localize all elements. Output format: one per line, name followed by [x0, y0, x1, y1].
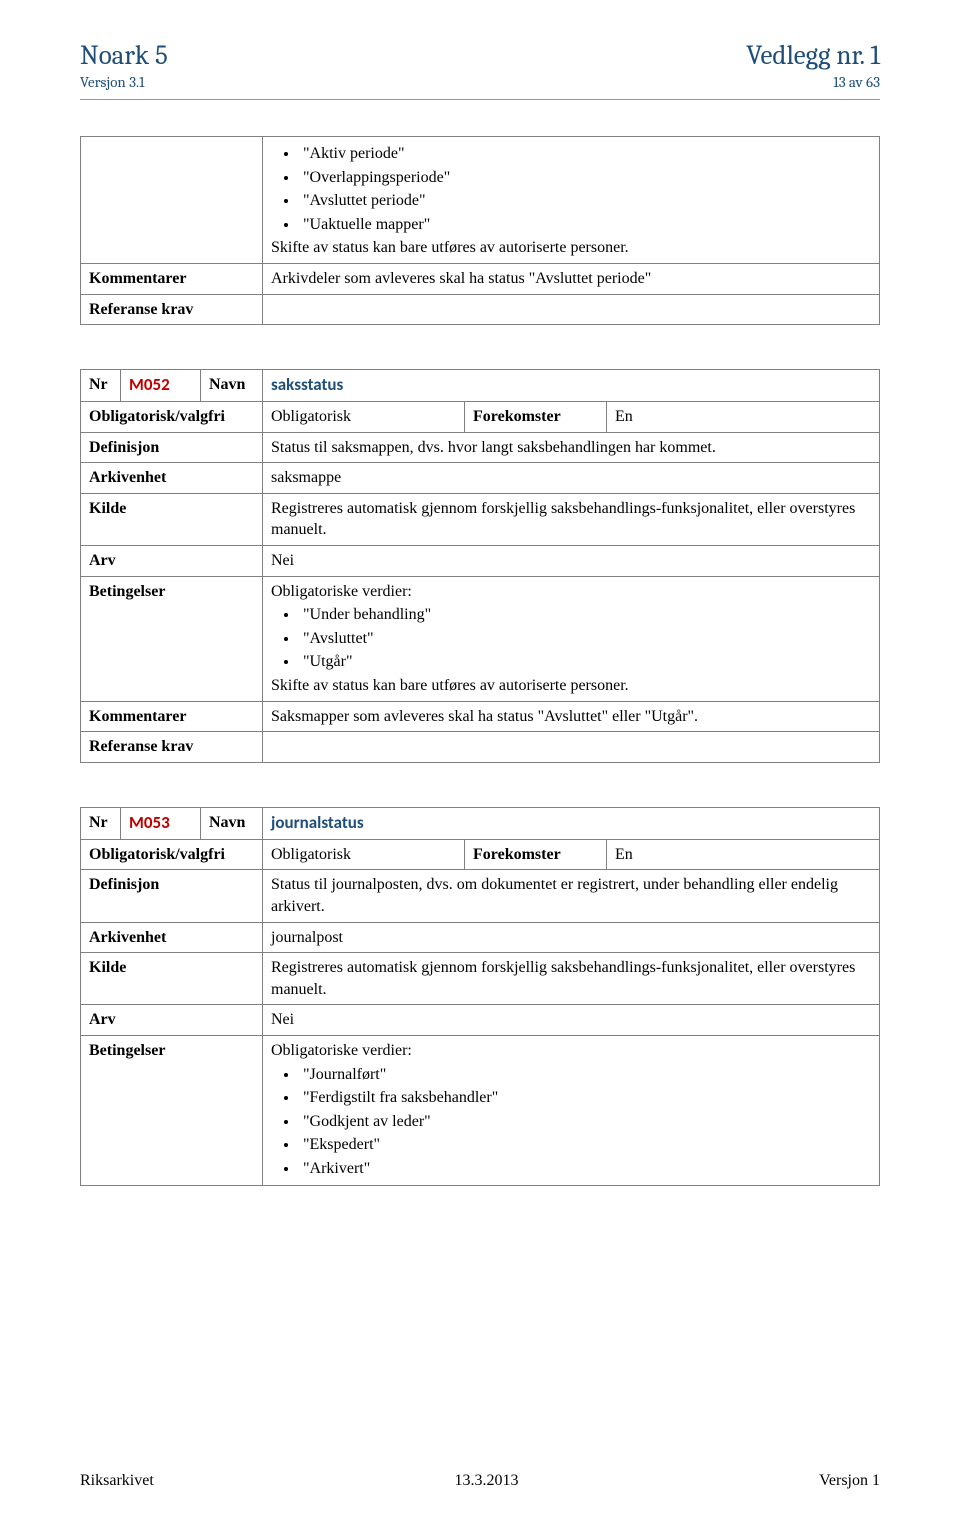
ov-label: Obligatorisk/valgfri	[81, 402, 263, 433]
table-row: Arkivenhet journalpost	[81, 922, 880, 953]
footer-right: Versjon 1	[819, 1472, 880, 1490]
list-item: "Avsluttet periode"	[299, 190, 871, 212]
page-number: 13 av 63	[833, 73, 880, 91]
doc-title-right: Vedlegg nr. 1	[746, 40, 880, 71]
ov-value: Obligatorisk	[263, 402, 465, 433]
cell-empty	[81, 137, 263, 264]
page-subheader: Versjon 3.1 13 av 63	[80, 73, 880, 91]
table-row: Arkivenhet saksmappe	[81, 463, 880, 494]
kom-value: Saksmapper som avleveres skal ha status …	[263, 701, 880, 732]
table-row: Kilde Registreres automatisk gjennom for…	[81, 953, 880, 1005]
ref-value	[263, 732, 880, 763]
name-value: saksstatus	[263, 370, 880, 402]
table-row: Definisjon Status til saksmappen, dvs. h…	[81, 432, 880, 463]
list-item: "Godkjent av leder"	[299, 1111, 871, 1133]
footer-left: Riksarkivet	[80, 1472, 154, 1490]
table-row: Kommentarer Arkivdeler som avleveres ska…	[81, 263, 880, 294]
footer-center: 13.3.2013	[454, 1472, 518, 1490]
def-value: Status til journalposten, dvs. om dokume…	[263, 870, 880, 922]
fk-value: En	[607, 402, 880, 433]
table-row: Referanse krav	[81, 732, 880, 763]
bullet-list: "Journalført" "Ferdigstilt fra saksbehan…	[299, 1064, 871, 1180]
table-m053: Nr M053 Navn journalstatus Obligatorisk/…	[80, 807, 880, 1187]
fk-label: Forekomster	[465, 402, 607, 433]
bet-label: Betingelser	[81, 576, 263, 701]
table-row: "Aktiv periode" "Overlappingsperiode" "A…	[81, 137, 880, 264]
code-value: M053	[121, 807, 201, 839]
doc-title-left: Noark 5	[80, 40, 168, 71]
kilde-value: Registreres automatisk gjennom forskjell…	[263, 953, 880, 1005]
table-m052: Nr M052 Navn saksstatus Obligatorisk/val…	[80, 369, 880, 763]
list-item: "Avsluttet"	[299, 628, 871, 650]
ark-label: Arkivenhet	[81, 922, 263, 953]
bet-intro: Obligatoriske verdier:	[271, 1042, 412, 1059]
list-item: "Utgår"	[299, 651, 871, 673]
list-item: "Arkivert"	[299, 1158, 871, 1180]
table-row: Definisjon Status til journalposten, dvs…	[81, 870, 880, 922]
table-continued: "Aktiv periode" "Overlappingsperiode" "A…	[80, 136, 880, 325]
kom-label: Kommentarer	[81, 701, 263, 732]
def-label: Definisjon	[81, 870, 263, 922]
cell-bullets: "Aktiv periode" "Overlappingsperiode" "A…	[263, 137, 880, 264]
navn-label: Navn	[201, 370, 263, 402]
table-row: Betingelser Obligatoriske verdier: "Jour…	[81, 1035, 880, 1186]
nr-label: Nr	[81, 370, 121, 402]
fk-label: Forekomster	[465, 839, 607, 870]
table-row: Nr M052 Navn saksstatus	[81, 370, 880, 402]
kilde-label: Kilde	[81, 953, 263, 1005]
ark-value: journalpost	[263, 922, 880, 953]
page-footer: Riksarkivet 13.3.2013 Versjon 1	[80, 1472, 880, 1490]
table-row: Obligatorisk/valgfri Obligatorisk Foreko…	[81, 402, 880, 433]
list-item: "Uaktuelle mapper"	[299, 214, 871, 236]
list-item: "Ekspedert"	[299, 1134, 871, 1156]
header-divider	[80, 99, 880, 100]
list-item: "Overlappingsperiode"	[299, 167, 871, 189]
def-label: Definisjon	[81, 432, 263, 463]
navn-label: Navn	[201, 807, 263, 839]
table-row: Arv Nei	[81, 546, 880, 577]
bullet-list: "Under behandling" "Avsluttet" "Utgår"	[299, 604, 871, 673]
table-row: Betingelser Obligatoriske verdier: "Unde…	[81, 576, 880, 701]
nr-label: Nr	[81, 807, 121, 839]
arv-label: Arv	[81, 546, 263, 577]
ref-label: Referanse krav	[81, 732, 263, 763]
code-value: M052	[121, 370, 201, 402]
kilde-label: Kilde	[81, 493, 263, 545]
ov-label: Obligatorisk/valgfri	[81, 839, 263, 870]
fk-value: En	[607, 839, 880, 870]
bet-label: Betingelser	[81, 1035, 263, 1186]
name-value: journalstatus	[263, 807, 880, 839]
table-row: Arv Nei	[81, 1005, 880, 1036]
version-label: Versjon 3.1	[80, 73, 145, 91]
arv-value: Nei	[263, 546, 880, 577]
table-row: Obligatorisk/valgfri Obligatorisk Foreko…	[81, 839, 880, 870]
list-item: "Journalført"	[299, 1064, 871, 1086]
list-item: "Aktiv periode"	[299, 143, 871, 165]
bullets-tail: Skifte av status kan bare utføres av aut…	[271, 239, 629, 256]
ark-value: saksmappe	[263, 463, 880, 494]
table-row: Nr M053 Navn journalstatus	[81, 807, 880, 839]
kommentarer-label: Kommentarer	[81, 263, 263, 294]
table-row: Kommentarer Saksmapper som avleveres ska…	[81, 701, 880, 732]
bet-value: Obligatoriske verdier: "Under behandling…	[263, 576, 880, 701]
arv-value: Nei	[263, 1005, 880, 1036]
list-item: "Ferdigstilt fra saksbehandler"	[299, 1087, 871, 1109]
ark-label: Arkivenhet	[81, 463, 263, 494]
table-row: Referanse krav	[81, 294, 880, 325]
list-item: "Under behandling"	[299, 604, 871, 626]
ov-value: Obligatorisk	[263, 839, 465, 870]
kommentarer-value: Arkivdeler som avleveres skal ha status …	[263, 263, 880, 294]
referanse-value	[263, 294, 880, 325]
arv-label: Arv	[81, 1005, 263, 1036]
page-header: Noark 5 Vedlegg nr. 1	[80, 40, 880, 71]
kilde-value: Registreres automatisk gjennom forskjell…	[263, 493, 880, 545]
def-value: Status til saksmappen, dvs. hvor langt s…	[263, 432, 880, 463]
bet-value: Obligatoriske verdier: "Journalført" "Fe…	[263, 1035, 880, 1186]
table-row: Kilde Registreres automatisk gjennom for…	[81, 493, 880, 545]
bullet-list: "Aktiv periode" "Overlappingsperiode" "A…	[299, 143, 871, 235]
referanse-label: Referanse krav	[81, 294, 263, 325]
bet-tail: Skifte av status kan bare utføres av aut…	[271, 677, 629, 694]
bet-intro: Obligatoriske verdier:	[271, 583, 412, 600]
